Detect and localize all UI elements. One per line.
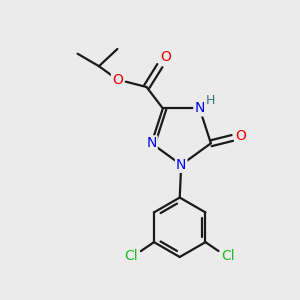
Text: N: N xyxy=(146,136,157,150)
Text: N: N xyxy=(194,101,205,116)
Text: H: H xyxy=(206,94,215,106)
Text: O: O xyxy=(235,130,246,143)
Text: N: N xyxy=(176,158,186,172)
Text: Cl: Cl xyxy=(221,249,235,263)
Text: O: O xyxy=(160,50,171,64)
Text: O: O xyxy=(112,73,123,87)
Text: Cl: Cl xyxy=(124,249,138,263)
